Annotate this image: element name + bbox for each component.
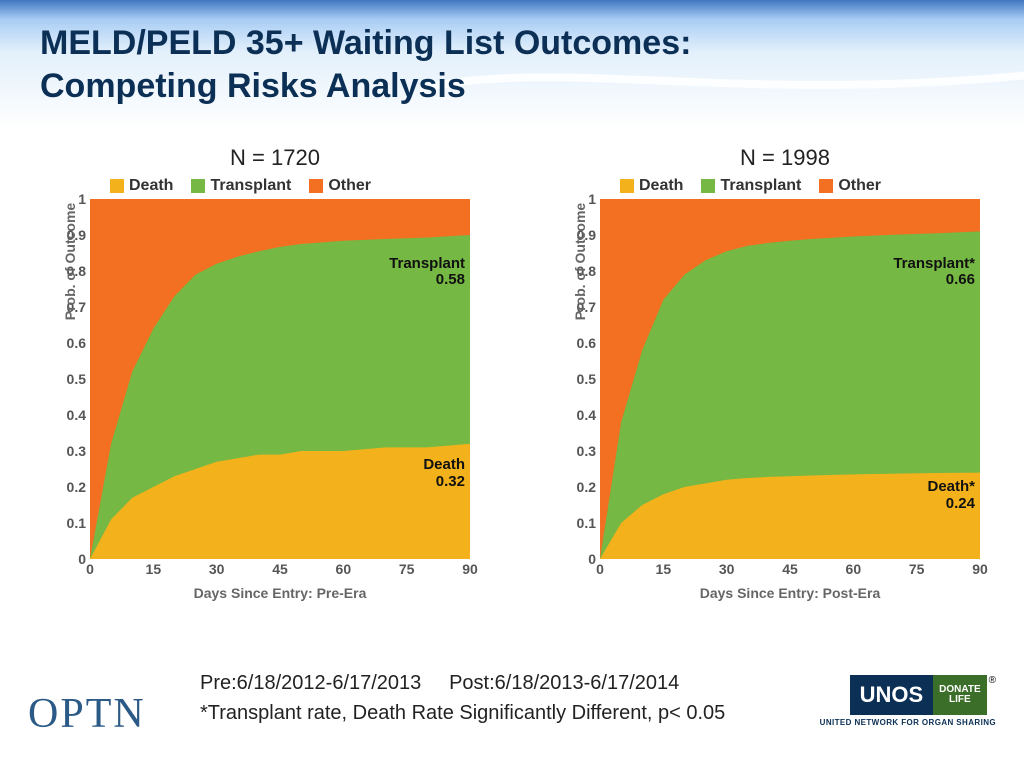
x-tick-label: 15 xyxy=(656,561,672,577)
x-tick-label: 90 xyxy=(462,561,478,577)
registered-mark: ® xyxy=(989,675,996,715)
x-tick-label: 15 xyxy=(146,561,162,577)
x-tick-label: 30 xyxy=(209,561,225,577)
legend-item: Death xyxy=(110,177,173,195)
x-ticks: 0153045607590 xyxy=(600,561,980,581)
legend-label: Transplant xyxy=(210,177,291,195)
x-ticks: 0153045607590 xyxy=(90,561,470,581)
slide-title: MELD/PELD 35+ Waiting List Outcomes: Com… xyxy=(40,22,691,107)
footer-periods: Pre:6/18/2012-6/17/2013 Post:6/18/2013-6… xyxy=(200,672,679,695)
legend-label: Death xyxy=(639,177,683,195)
legend-swatch xyxy=(191,179,205,193)
y-tick-label: 0.3 xyxy=(67,443,86,459)
legend-swatch xyxy=(620,179,634,193)
y-tick-label: 0.6 xyxy=(577,335,596,351)
plot-svg xyxy=(90,199,470,559)
charts-container: N = 1720 Death Transplant Other 0 0.1 0.2 0.3 0.… xyxy=(40,145,984,655)
x-tick-label: 45 xyxy=(782,561,798,577)
x-axis-label: Days Since Entry: Post-Era xyxy=(600,585,980,601)
x-tick-label: 75 xyxy=(909,561,925,577)
legend-item: Other xyxy=(309,177,371,195)
chart-n-label: N = 1720 xyxy=(40,145,510,171)
legend-swatch xyxy=(701,179,715,193)
chart-n-label: N = 1998 xyxy=(550,145,1020,171)
footer-significance-note: *Transplant rate, Death Rate Significant… xyxy=(200,702,725,725)
unos-text: UNOS xyxy=(860,682,924,708)
donate-life-badge: DONATE LIFE xyxy=(933,675,986,715)
y-tick-label: 0.6 xyxy=(67,335,86,351)
x-tick-label: 0 xyxy=(86,561,94,577)
chart-legend: Death Transplant Other xyxy=(40,177,510,195)
y-tick-label: 0 xyxy=(588,551,596,567)
y-tick-label: 0.5 xyxy=(577,371,596,387)
y-tick-label: 0.4 xyxy=(577,407,596,423)
y-tick-label: 0.1 xyxy=(67,515,86,531)
x-tick-label: 75 xyxy=(399,561,415,577)
legend-label: Transplant xyxy=(720,177,801,195)
legend-swatch xyxy=(309,179,323,193)
y-tick-label: 0.2 xyxy=(67,479,86,495)
legend-label: Other xyxy=(838,177,881,195)
chart-annotation: Transplant*0.66 xyxy=(885,256,975,289)
y-tick-label: 0.1 xyxy=(577,515,596,531)
title-line-2: Competing Risks Analysis xyxy=(40,65,691,108)
x-axis-label: Days Since Entry: Pre-Era xyxy=(90,585,470,601)
life-text: LIFE xyxy=(939,695,980,705)
y-axis-label: Prob. of Outcome xyxy=(62,203,78,320)
legend-label: Death xyxy=(129,177,173,195)
x-tick-label: 90 xyxy=(972,561,988,577)
x-tick-label: 45 xyxy=(272,561,288,577)
y-tick-label: 0.2 xyxy=(577,479,596,495)
x-tick-label: 60 xyxy=(846,561,862,577)
y-tick-label: 0.4 xyxy=(67,407,86,423)
x-tick-label: 30 xyxy=(719,561,735,577)
chart-annotation: Death*0.24 xyxy=(885,479,975,512)
unos-logo: UNOS xyxy=(850,675,934,715)
legend-item: Death xyxy=(620,177,683,195)
unos-logo-block: UNOS DONATE LIFE ® UNITED NETWORK FOR OR… xyxy=(816,675,996,727)
y-tick-label: 0 xyxy=(78,551,86,567)
legend-item: Transplant xyxy=(191,177,291,195)
plot-area: 00.10.20.30.40.50.60.70.80.9101530456075… xyxy=(600,199,1020,589)
chart-annotation: Death0.32 xyxy=(375,457,465,490)
chart-pre-era: N = 1720 Death Transplant Other 0 0.1 0.2 0.3 0.… xyxy=(40,145,510,655)
title-line-1: MELD/PELD 35+ Waiting List Outcomes: xyxy=(40,22,691,65)
legend-swatch xyxy=(819,179,833,193)
x-tick-label: 0 xyxy=(596,561,604,577)
y-tick-label: 0.3 xyxy=(577,443,596,459)
y-tick-label: 1 xyxy=(78,191,86,207)
plot-area: 00.10.20.30.40.50.60.70.80.9101530456075… xyxy=(90,199,510,589)
legend-swatch xyxy=(110,179,124,193)
chart-legend: Death Transplant Other xyxy=(550,177,1020,195)
chart-post-era: N = 1998 Death Transplant Other 0 0.1 0.2 0.3 0.… xyxy=(550,145,1020,655)
legend-label: Other xyxy=(328,177,371,195)
y-tick-label: 0.5 xyxy=(67,371,86,387)
optn-logo: OPTN xyxy=(28,690,146,738)
x-tick-label: 60 xyxy=(336,561,352,577)
y-tick-label: 1 xyxy=(588,191,596,207)
y-axis-label: Prob. of Outcome xyxy=(572,203,588,320)
legend-item: Other xyxy=(819,177,881,195)
unos-subtitle: UNITED NETWORK FOR ORGAN SHARING xyxy=(820,718,996,727)
chart-annotation: Transplant0.58 xyxy=(375,256,465,289)
legend-item: Transplant xyxy=(701,177,801,195)
